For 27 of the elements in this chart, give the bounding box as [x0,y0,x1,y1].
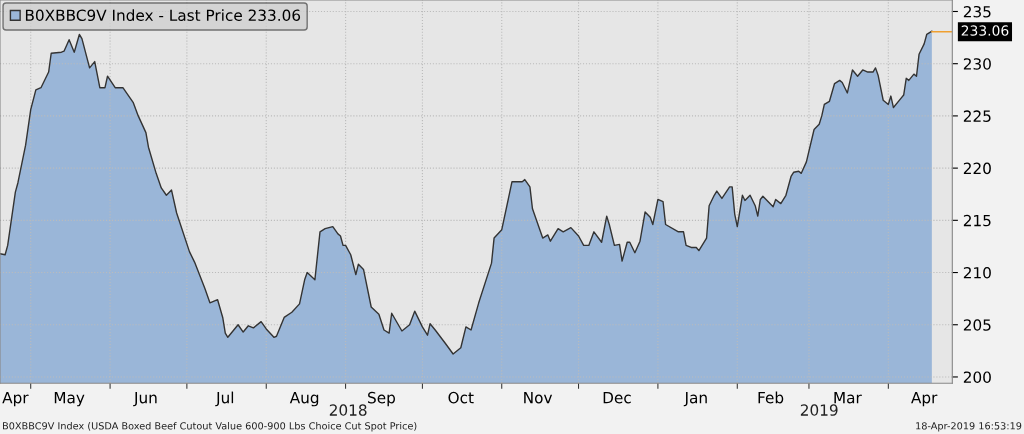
x-tick-label: Apr [911,392,938,407]
y-tick-label: 210 [963,267,991,279]
x-tick-label: Aug [289,392,319,407]
x-tick-label: Feb [758,391,784,404]
x-tick-label: Jun [133,392,157,407]
y-tick-label: 215 [963,214,991,227]
y-tick-label: 220 [963,162,991,175]
y-tick-label: 200 [963,371,991,383]
text: 2018 [329,404,367,416]
x-tick-label: Jul [215,391,234,407]
text: 18-Apr-2019 16:53:19 [916,422,1022,432]
x-tick-label: Apr [2,392,29,407]
y-tick-label: 230 [963,58,991,70]
x-tick-label: Oct [448,391,474,404]
text: 2019 [800,404,838,416]
x-tick-label: May [54,392,85,407]
y-tick-label: 225 [963,110,991,122]
ref-line-label: 233.06 [961,25,1009,36]
legend-label: B0XBBC9V Index - Last Price 233.06 [25,9,301,21]
y-tick-label: 235 [963,5,991,18]
x-tick-label: Mar [834,392,862,404]
x-tick-label: Jan [683,392,707,407]
x-tick-label: Nov [524,392,553,404]
x-tick-label: Sep [368,391,395,407]
text: B0XBBC9V Index (USDA Boxed Beef Cutout Value 600-900 Lbs Choice Cut Spot Price) [3,421,417,432]
y-tick-label: 205 [963,319,991,331]
x-tick-label: Dec [603,392,631,404]
